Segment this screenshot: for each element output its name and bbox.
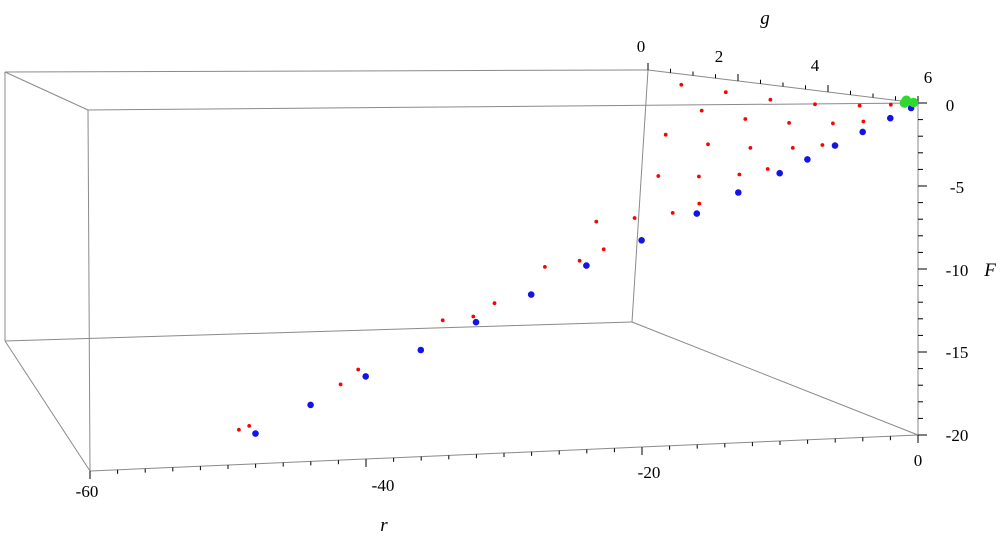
data-point-series-1 bbox=[656, 174, 661, 178]
data-point-series-1 bbox=[338, 382, 343, 387]
data-point-series-2 bbox=[693, 210, 701, 217]
data-point-series-2 bbox=[417, 346, 425, 354]
data-point-series-1 bbox=[543, 265, 547, 269]
f-axis-label: F bbox=[983, 260, 996, 281]
box-edge bbox=[4, 69, 649, 73]
data-point-series-2 bbox=[831, 142, 839, 149]
data-point-series-1 bbox=[743, 117, 748, 121]
data-point-series-2 bbox=[638, 237, 645, 244]
data-point-series-1 bbox=[440, 318, 445, 323]
data-point-series-1 bbox=[765, 167, 770, 171]
data-point-series-1 bbox=[768, 97, 773, 102]
data-point-series-1 bbox=[247, 424, 252, 428]
data-point-series-2 bbox=[472, 318, 480, 326]
data-point-series-1 bbox=[697, 174, 701, 179]
data-point-series-1 bbox=[663, 132, 668, 137]
data-point-series-2 bbox=[362, 373, 370, 380]
data-point-series-3 bbox=[908, 97, 919, 108]
data-point-series-3 bbox=[901, 95, 912, 106]
box-edge bbox=[4, 340, 91, 472]
data-point-series-2 bbox=[252, 430, 259, 437]
bounding-box bbox=[4, 69, 919, 472]
data-point-series-1 bbox=[820, 143, 825, 147]
data-point-series-1 bbox=[699, 108, 704, 113]
data-point-series-1 bbox=[577, 258, 582, 263]
axis-ticks bbox=[89, 63, 927, 479]
f-tick-label: 0 bbox=[946, 96, 955, 115]
data-point-series-1 bbox=[356, 367, 361, 372]
data-point-series-1 bbox=[857, 103, 862, 108]
box-edge bbox=[631, 69, 649, 323]
data-point-series-1 bbox=[706, 142, 710, 147]
box-edge bbox=[87, 109, 91, 472]
data-point-series-1 bbox=[601, 247, 606, 252]
data-point-series-2 bbox=[859, 128, 866, 136]
f-tick-label: -10 bbox=[946, 261, 969, 280]
g-tick-label: 6 bbox=[924, 68, 933, 87]
g-axis-label: g bbox=[760, 8, 770, 29]
r-tick-label: -60 bbox=[76, 482, 99, 501]
data-point-series-2 bbox=[583, 262, 590, 269]
data-point-series-2 bbox=[776, 169, 783, 177]
box-edge bbox=[631, 321, 919, 436]
data-point-series-1 bbox=[723, 90, 728, 95]
data-point-series-1 bbox=[831, 121, 835, 126]
data-point-series-2 bbox=[735, 189, 742, 196]
data-point-series-1 bbox=[861, 119, 866, 124]
data-points bbox=[237, 82, 919, 437]
data-point-series-1 bbox=[787, 121, 791, 125]
data-point-series-1 bbox=[748, 146, 753, 150]
data-point-series-1 bbox=[888, 102, 893, 107]
r-tick-label: -40 bbox=[372, 476, 395, 495]
f-tick-label: -5 bbox=[950, 178, 964, 197]
data-point-series-1 bbox=[632, 216, 637, 220]
f-tick-label: -20 bbox=[946, 426, 969, 445]
g-tick-label: 2 bbox=[715, 47, 724, 66]
g-tick-label: 4 bbox=[811, 56, 820, 75]
f-tick-label: -15 bbox=[946, 343, 969, 362]
data-point-series-1 bbox=[790, 146, 795, 150]
data-point-series-2 bbox=[887, 114, 894, 122]
data-point-series-1 bbox=[813, 102, 817, 107]
data-point-series-1 bbox=[697, 201, 702, 206]
data-point-series-1 bbox=[594, 219, 599, 224]
data-point-series-1 bbox=[679, 82, 684, 87]
data-point-series-2 bbox=[307, 401, 314, 409]
data-point-series-1 bbox=[737, 172, 742, 177]
g-tick-label: 0 bbox=[637, 37, 646, 56]
r-tick-label: -20 bbox=[638, 463, 661, 482]
box-edge bbox=[87, 102, 919, 111]
box-edge bbox=[4, 321, 633, 342]
data-point-series-2 bbox=[527, 291, 535, 298]
data-point-series-1 bbox=[471, 314, 476, 319]
r-axis-label: r bbox=[380, 515, 388, 536]
data-point-series-1 bbox=[237, 427, 241, 432]
data-point-series-1 bbox=[492, 301, 497, 306]
box-edge bbox=[4, 71, 89, 111]
r-tick-label: 0 bbox=[914, 451, 923, 470]
data-point-series-2 bbox=[804, 156, 811, 163]
data-point-series-1 bbox=[670, 211, 675, 215]
